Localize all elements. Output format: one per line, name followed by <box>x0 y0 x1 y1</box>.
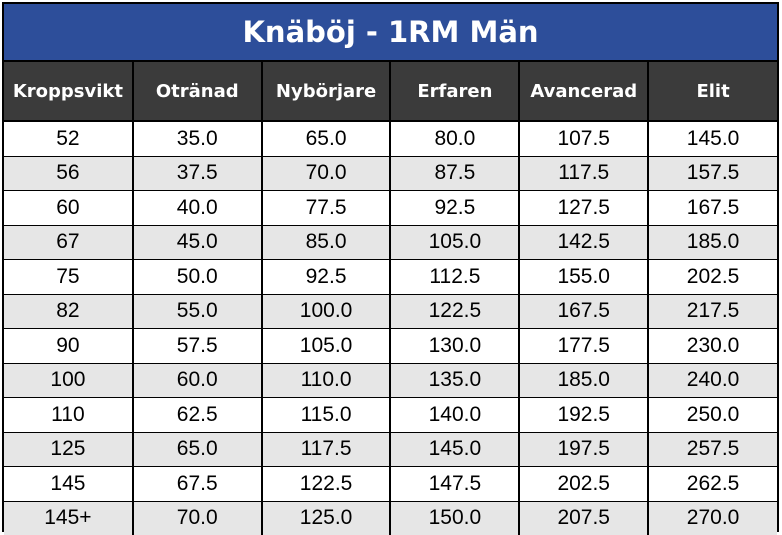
table-row: 60 40.0 77.5 92.5 127.5 167.5 <box>4 190 777 226</box>
value-cell: 70.0 <box>131 500 263 535</box>
value-cell: 35.0 <box>131 120 263 157</box>
column-header: Otränad <box>131 62 263 122</box>
value-cell: 110.0 <box>260 362 392 398</box>
column-header: Erfaren <box>389 62 521 122</box>
value-cell: 202.5 <box>647 259 777 295</box>
table-row: 100 60.0 110.0 135.0 185.0 240.0 <box>4 362 777 398</box>
value-cell: 117.5 <box>260 431 392 467</box>
table-row: 82 55.0 100.0 122.5 167.5 217.5 <box>4 293 777 329</box>
value-cell: 105.0 <box>260 328 392 364</box>
value-cell: 155.0 <box>518 259 650 295</box>
value-cell: 70.0 <box>260 155 392 191</box>
value-cell: 67.5 <box>131 466 263 502</box>
strength-table: Kroppsvikt Otränad Nybörjare Erfaren Avancer… <box>4 62 777 535</box>
value-cell: 92.5 <box>260 259 392 295</box>
value-cell: 92.5 <box>389 190 521 226</box>
value-cell: 185.0 <box>647 224 777 260</box>
value-cell: 230.0 <box>647 328 777 364</box>
table-row: 110 62.5 115.0 140.0 192.5 250.0 <box>4 397 777 433</box>
column-header: Kroppsvikt <box>4 62 134 122</box>
value-cell: 40.0 <box>131 190 263 226</box>
value-cell: 105.0 <box>389 224 521 260</box>
value-cell: 55.0 <box>131 293 263 329</box>
value-cell: 107.5 <box>518 120 650 157</box>
value-cell: 117.5 <box>518 155 650 191</box>
value-cell: 100.0 <box>260 293 392 329</box>
value-cell: 150.0 <box>389 500 521 535</box>
value-cell: 57.5 <box>131 328 263 364</box>
value-cell: 112.5 <box>389 259 521 295</box>
table-row: 145+ 70.0 125.0 150.0 207.5 270.0 <box>4 500 777 535</box>
value-cell: 45.0 <box>131 224 263 260</box>
value-cell: 80.0 <box>389 120 521 157</box>
value-cell: 37.5 <box>131 155 263 191</box>
value-cell: 87.5 <box>389 155 521 191</box>
value-cell: 167.5 <box>518 293 650 329</box>
value-cell: 207.5 <box>518 500 650 535</box>
value-cell: 217.5 <box>647 293 777 329</box>
value-cell: 147.5 <box>389 466 521 502</box>
table-row: 90 57.5 105.0 130.0 177.5 230.0 <box>4 328 777 364</box>
value-cell: 192.5 <box>518 397 650 433</box>
value-cell: 50.0 <box>131 259 263 295</box>
value-cell: 127.5 <box>518 190 650 226</box>
table-row: 52 35.0 65.0 80.0 107.5 145.0 <box>4 120 777 157</box>
table-row: 145 67.5 122.5 147.5 202.5 262.5 <box>4 466 777 502</box>
value-cell: 122.5 <box>389 293 521 329</box>
value-cell: 240.0 <box>647 362 777 398</box>
value-cell: 197.5 <box>518 431 650 467</box>
bodyweight-cell: 110 <box>4 397 134 433</box>
bodyweight-cell: 75 <box>4 259 134 295</box>
table-row: 67 45.0 85.0 105.0 142.5 185.0 <box>4 224 777 260</box>
bodyweight-cell: 125 <box>4 431 134 467</box>
value-cell: 262.5 <box>647 466 777 502</box>
value-cell: 142.5 <box>518 224 650 260</box>
bodyweight-cell: 60 <box>4 190 134 226</box>
value-cell: 77.5 <box>260 190 392 226</box>
value-cell: 60.0 <box>131 362 263 398</box>
bodyweight-cell: 145 <box>4 466 134 502</box>
value-cell: 130.0 <box>389 328 521 364</box>
bodyweight-cell: 100 <box>4 362 134 398</box>
bodyweight-cell: 67 <box>4 224 134 260</box>
table-row: 125 65.0 117.5 145.0 197.5 257.5 <box>4 431 777 467</box>
bodyweight-cell: 90 <box>4 328 134 364</box>
value-cell: 62.5 <box>131 397 263 433</box>
value-cell: 65.0 <box>260 120 392 157</box>
value-cell: 65.0 <box>131 431 263 467</box>
column-header: Nybörjare <box>260 62 392 122</box>
header-row: Kroppsvikt Otränad Nybörjare Erfaren Avancer… <box>4 62 777 122</box>
column-header: Elit <box>647 62 777 122</box>
value-cell: 145.0 <box>389 431 521 467</box>
bodyweight-cell: 56 <box>4 155 134 191</box>
value-cell: 202.5 <box>518 466 650 502</box>
value-cell: 250.0 <box>647 397 777 433</box>
value-cell: 257.5 <box>647 431 777 467</box>
table-title: Knäböj - 1RM Män <box>4 4 777 62</box>
value-cell: 115.0 <box>260 397 392 433</box>
value-cell: 135.0 <box>389 362 521 398</box>
value-cell: 145.0 <box>647 120 777 157</box>
table-body: 52 35.0 65.0 80.0 107.5 145.0 56 37.5 70.0 87.5 11… <box>4 120 777 535</box>
bodyweight-cell: 52 <box>4 120 134 157</box>
table-row: 56 37.5 70.0 87.5 117.5 157.5 <box>4 155 777 191</box>
value-cell: 270.0 <box>647 500 777 535</box>
table-row: 75 50.0 92.5 112.5 155.0 202.5 <box>4 259 777 295</box>
bodyweight-cell: 82 <box>4 293 134 329</box>
value-cell: 122.5 <box>260 466 392 502</box>
value-cell: 167.5 <box>647 190 777 226</box>
value-cell: 157.5 <box>647 155 777 191</box>
value-cell: 125.0 <box>260 500 392 535</box>
value-cell: 140.0 <box>389 397 521 433</box>
column-header: Avancerad <box>518 62 650 122</box>
bodyweight-cell: 145+ <box>4 500 134 535</box>
value-cell: 185.0 <box>518 362 650 398</box>
value-cell: 177.5 <box>518 328 650 364</box>
value-cell: 85.0 <box>260 224 392 260</box>
